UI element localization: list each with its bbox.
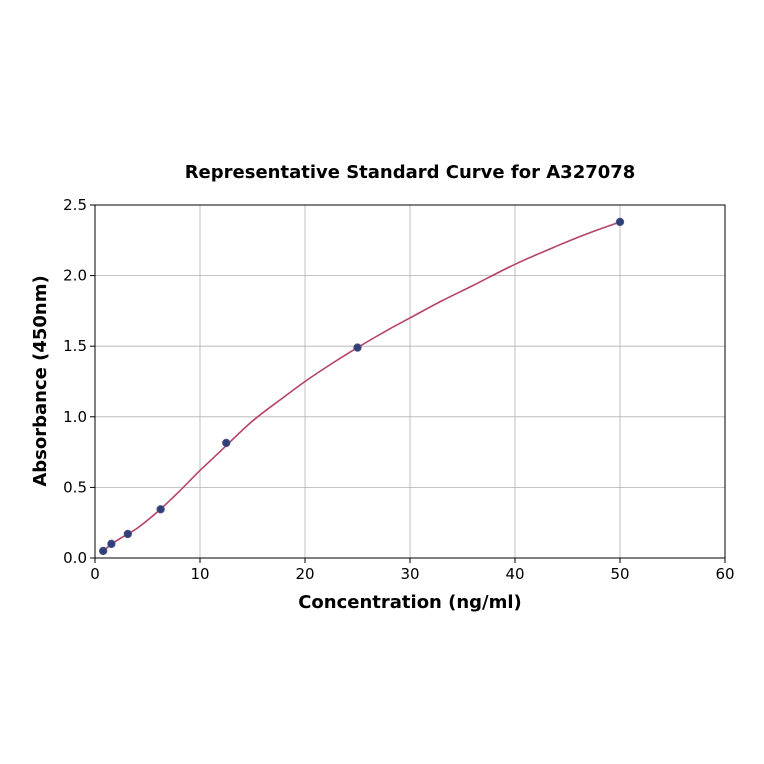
data-point xyxy=(156,505,165,514)
x-tick-label: 40 xyxy=(505,565,524,583)
x-tick-label: 60 xyxy=(715,565,734,583)
data-point xyxy=(123,529,133,539)
y-tick-label: 1.5 xyxy=(63,337,87,355)
x-axis-label: Concentration (ng/ml) xyxy=(298,592,522,613)
chart-title: Representative Standard Curve for A32707… xyxy=(185,162,636,183)
y-tick-label: 0.0 xyxy=(63,549,87,567)
fit-curve xyxy=(102,221,621,552)
data-point xyxy=(98,546,108,556)
data-point xyxy=(615,217,625,227)
fit-curve-layer xyxy=(102,221,621,552)
y-axis-ticks: 0.0 0.5 1.0 1.5 2.0 2.5 xyxy=(63,196,95,567)
y-tick-label: 2.5 xyxy=(63,196,87,214)
data-point xyxy=(353,343,362,352)
data-point xyxy=(222,438,231,448)
y-axis-label: Absorbance (450nm) xyxy=(30,275,51,486)
x-tick-label: 20 xyxy=(295,565,314,583)
data-points-layer xyxy=(98,217,625,556)
data-point xyxy=(107,539,116,549)
x-tick-label: 30 xyxy=(400,565,419,583)
y-tick-label: 2.0 xyxy=(63,267,87,285)
y-tick-label: 1.0 xyxy=(63,408,87,426)
x-tick-label: 50 xyxy=(610,565,629,583)
x-axis-ticks: 0 10 20 30 40 50 60 xyxy=(90,558,735,583)
grid-lines xyxy=(94,204,726,559)
y-tick-label: 0.5 xyxy=(63,478,87,496)
x-tick-label: 10 xyxy=(190,565,209,583)
x-tick-label: 0 xyxy=(90,565,100,583)
